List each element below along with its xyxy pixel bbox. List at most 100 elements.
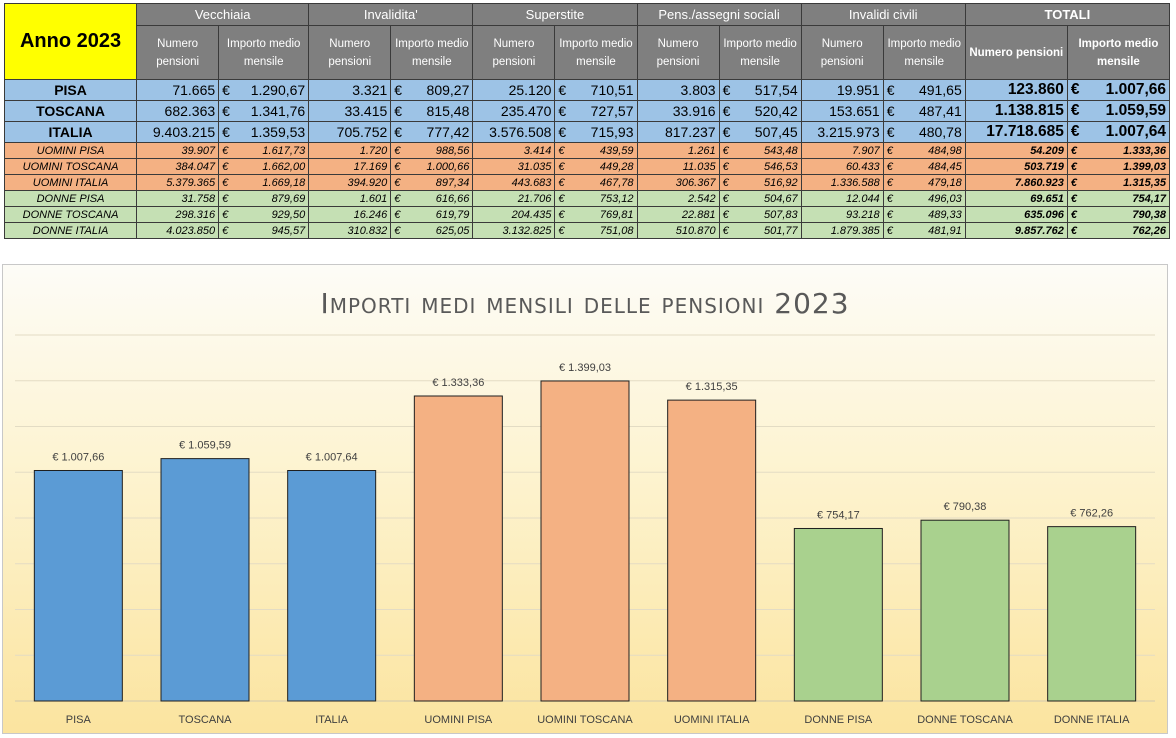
table-row: DONNE TOSCANA 298.316 €929,50 16.246 €619,79… (3, 206, 1171, 223)
cell-numero: 3.803 (636, 79, 720, 101)
sub-header-importo-totale: Importo medio mensile (1066, 25, 1171, 80)
sub-header-importo: Importo medio mensile (218, 25, 310, 80)
amount-value: 543,48 (763, 144, 798, 157)
cell-numero: 310.832 (308, 222, 392, 239)
data-label: € 1.007,64 (306, 452, 358, 464)
sub-header-importo: Importo medio mensile (718, 25, 802, 80)
cell-importo: €439,59 (554, 142, 638, 159)
currency-symbol: € (394, 224, 401, 237)
cell-importo: €487,41 (882, 100, 966, 122)
cell-numero: 394.920 (308, 174, 392, 191)
currency-symbol: € (886, 192, 893, 205)
cell-importo: €715,93 (554, 121, 638, 143)
currency-symbol: € (558, 224, 565, 237)
cell-numero: 93.218 (800, 206, 884, 223)
currency-symbol: € (722, 192, 729, 205)
bar-chart: Importi medi mensili delle pensioni 2023… (2, 264, 1168, 734)
row-label: DONNE PISA (3, 190, 138, 207)
amount-value: 751,08 (599, 224, 634, 237)
amount-value: 507,83 (763, 208, 798, 221)
amount-value: 1.007,66 (1105, 81, 1166, 98)
bar-uomini-pisa (413, 395, 503, 702)
cell-numero: 12.044 (800, 190, 884, 207)
group-header-totali: TOTALI (964, 3, 1171, 26)
amount-value: 439,59 (599, 144, 634, 157)
currency-symbol: € (1070, 224, 1077, 237)
cell-importo: €504,67 (718, 190, 802, 207)
currency-symbol: € (222, 103, 230, 119)
cell-numero: 3.132.825 (472, 222, 556, 239)
cell-importo: €1.290,67 (218, 79, 310, 101)
cell-importo: €777,42 (390, 121, 474, 143)
currency-symbol: € (222, 124, 230, 140)
cell-numero: 1.138.815 (964, 100, 1068, 122)
bar-pisa (33, 469, 123, 702)
cell-numero: 3.321 (308, 79, 392, 101)
cell-importo: €480,78 (882, 121, 966, 143)
amount-value: 769,81 (599, 208, 634, 221)
x-tick-label: UOMINI TOSCANA (537, 714, 633, 726)
cell-importo: €1.617,73 (218, 142, 310, 159)
chart-title: Importi medi mensili delle pensioni 2023 (320, 287, 849, 320)
cell-importo: €754,17 (1066, 190, 1171, 207)
cell-importo: €1.359,53 (218, 121, 310, 143)
cell-importo: €484,45 (882, 158, 966, 175)
amount-value: 897,34 (435, 176, 470, 189)
cell-numero: 9.857.762 (964, 222, 1068, 239)
cell-importo: €1.341,76 (218, 100, 310, 122)
data-label: € 1.059,59 (179, 440, 231, 452)
group-header-invalidita: Invalidita' (308, 3, 474, 26)
row-label: ITALIA (3, 121, 138, 143)
cell-importo: €762,26 (1066, 222, 1171, 239)
currency-symbol: € (886, 82, 895, 98)
cell-importo: €988,56 (390, 142, 474, 159)
table-row: DONNE ITALIA 4.023.850 €945,57 310.832 €625,… (3, 222, 1171, 239)
cell-importo: €516,92 (718, 174, 802, 191)
sub-header-importo: Importo medio mensile (882, 25, 966, 80)
amount-value: 1.341,76 (250, 103, 306, 119)
sub-header-numero: Numero pensioni (472, 25, 556, 80)
amount-value: 487,41 (918, 103, 962, 119)
cell-importo: €753,12 (554, 190, 638, 207)
cell-numero: 2.542 (636, 190, 720, 207)
cell-importo: €619,79 (390, 206, 474, 223)
cell-importo: €1.007,64 (1066, 121, 1171, 143)
amount-value: 715,93 (590, 124, 634, 140)
data-label: € 1.333,36 (432, 377, 484, 389)
currency-symbol: € (1070, 123, 1080, 140)
cell-importo: €543,48 (718, 142, 802, 159)
currency-symbol: € (394, 192, 401, 205)
cell-numero: 69.651 (964, 190, 1068, 207)
cell-numero: 22.881 (636, 206, 720, 223)
x-tick-label: UOMINI ITALIA (674, 714, 750, 726)
chart-svg: Importi medi mensili delle pensioni 2023… (15, 287, 1155, 726)
currency-symbol: € (886, 103, 895, 119)
data-label: € 790,38 (944, 501, 987, 513)
currency-symbol: € (558, 124, 567, 140)
amount-value: 489,33 (928, 208, 962, 221)
table-row: ITALIA 9.403.215 €1.359,53 705.752 €777,42 3.… (3, 121, 1171, 143)
amount-value: 762,26 (1132, 224, 1166, 237)
amount-value: 790,38 (1132, 208, 1166, 221)
amount-value: 879,69 (271, 192, 306, 205)
cell-numero: 503.719 (964, 158, 1068, 175)
currency-symbol: € (886, 224, 893, 237)
cell-numero: 635.096 (964, 206, 1068, 223)
amount-value: 1.669,18 (262, 176, 306, 189)
amount-value: 710,51 (590, 82, 634, 98)
amount-value: 988,56 (435, 144, 470, 157)
currency-symbol: € (886, 176, 893, 189)
group-header-sociali: Pens./assegni sociali (636, 3, 802, 26)
cell-numero: 705.752 (308, 121, 392, 143)
amount-value: 484,98 (928, 144, 962, 157)
amount-value: 501,77 (763, 224, 798, 237)
currency-symbol: € (722, 160, 729, 173)
cell-numero: 7.860.923 (964, 174, 1068, 191)
amount-value: 753,12 (599, 192, 634, 205)
cell-importo: €1.333,36 (1066, 142, 1171, 159)
currency-symbol: € (222, 82, 230, 98)
cell-numero: 33.415 (308, 100, 392, 122)
sub-header-numero: Numero pensioni (636, 25, 720, 80)
amount-value: 929,50 (271, 208, 306, 221)
